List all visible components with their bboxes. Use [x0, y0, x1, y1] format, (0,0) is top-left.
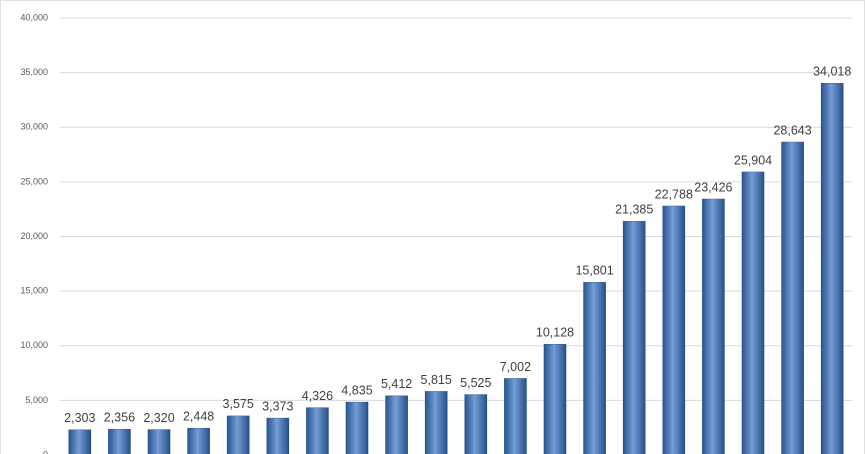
- y-tick-label: 0: [43, 449, 48, 454]
- y-tick-label: 5,000: [25, 395, 48, 405]
- data-label: 2,320: [143, 411, 174, 425]
- y-tick-label: 15,000: [20, 286, 48, 296]
- data-label: 28,643: [773, 123, 811, 137]
- y-tick-label: 35,000: [20, 67, 48, 77]
- bar: [385, 395, 408, 454]
- y-tick-label: 10,000: [20, 340, 48, 350]
- data-label: 25,904: [734, 153, 772, 167]
- bar: [741, 171, 765, 454]
- y-tick-label: 30,000: [20, 122, 48, 132]
- bar: [147, 429, 171, 454]
- data-label: 21,385: [615, 203, 653, 217]
- y-tick-label: 40,000: [20, 12, 48, 22]
- bar: [345, 401, 369, 454]
- bar: [424, 391, 448, 454]
- data-label: 5,412: [381, 377, 412, 391]
- bar: [622, 221, 646, 454]
- bar: [464, 394, 488, 454]
- data-label: 34,018: [813, 65, 851, 79]
- bar: [266, 417, 290, 454]
- data-label: 2,448: [183, 410, 214, 424]
- bar: [543, 344, 567, 454]
- data-label: 3,373: [262, 399, 293, 413]
- bar: [702, 198, 725, 454]
- bar: [108, 428, 131, 454]
- data-label: 10,128: [536, 326, 574, 340]
- bar: [583, 282, 606, 454]
- bar: [306, 407, 329, 454]
- y-tick-label: 25,000: [20, 176, 48, 186]
- data-label: 4,835: [341, 383, 372, 397]
- data-label: 5,815: [421, 373, 452, 387]
- bar: [187, 427, 210, 454]
- y-tick-label: 20,000: [20, 231, 48, 241]
- bar: [781, 141, 804, 454]
- data-label: 2,356: [104, 411, 135, 425]
- bar: [226, 415, 250, 454]
- data-label: 4,326: [302, 389, 333, 403]
- data-label: 3,575: [223, 397, 254, 411]
- data-label: 23,426: [694, 180, 732, 194]
- data-label: 7,002: [500, 360, 531, 374]
- bar: [68, 429, 92, 454]
- data-label: 5,525: [460, 376, 491, 390]
- bar: [662, 205, 686, 454]
- bar: [820, 83, 844, 454]
- bar: [504, 378, 527, 454]
- data-label: 15,801: [575, 264, 613, 278]
- data-label: 2,303: [64, 411, 95, 425]
- data-label: 22,788: [655, 187, 693, 201]
